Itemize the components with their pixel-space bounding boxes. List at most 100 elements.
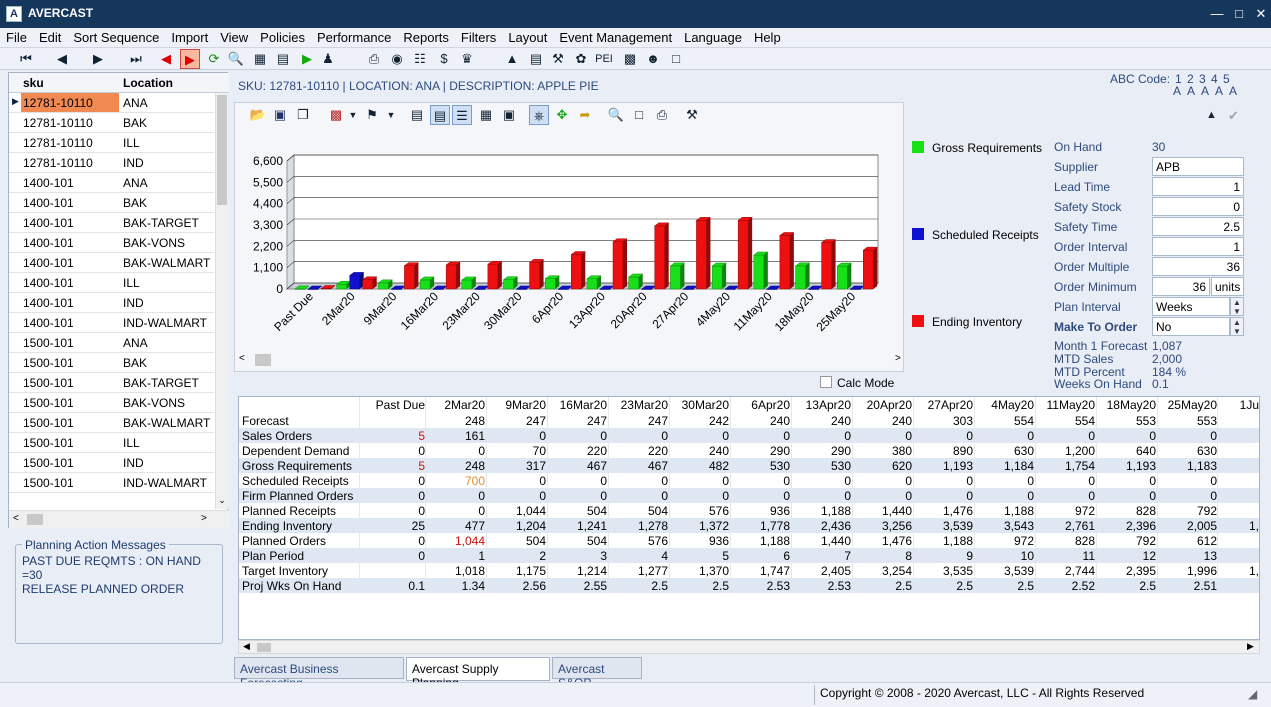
- grid-cell[interactable]: 240: [769, 414, 790, 428]
- menu-file[interactable]: File: [6, 30, 27, 45]
- chevron-down-icon[interactable]: ▼: [386, 110, 396, 120]
- group-icon[interactable]: ♛: [461, 51, 473, 66]
- grid-cell[interactable]: 0: [539, 429, 546, 443]
- grid-cell[interactable]: 3,543: [1003, 519, 1034, 533]
- first-record-icon[interactable]: ⏮: [20, 51, 32, 66]
- grid-cell[interactable]: 0: [661, 429, 668, 443]
- sku-horizontal-scrollbar[interactable]: < >: [9, 510, 229, 528]
- grid-cell[interactable]: 2: [539, 549, 546, 563]
- location-cell[interactable]: BAK-VONS: [123, 236, 186, 250]
- grid-cell[interactable]: 972: [1013, 534, 1034, 548]
- zoom-page-icon[interactable]: □: [635, 107, 643, 122]
- sku-cell[interactable]: 1400-101: [23, 276, 74, 290]
- sku-vertical-scrollbar[interactable]: ⌄: [215, 93, 228, 509]
- location-cell[interactable]: ANA: [123, 336, 148, 350]
- grid-cell[interactable]: 0: [418, 534, 425, 548]
- grid-cell[interactable]: 290: [830, 444, 851, 458]
- hscroll-thumb[interactable]: [27, 514, 43, 525]
- tab-sop[interactable]: Avercast S&OP: [552, 657, 642, 690]
- grid-cell[interactable]: 248: [464, 414, 485, 428]
- grid-cell[interactable]: 972: [1074, 504, 1095, 518]
- grid-column-header[interactable]: 13Apr20: [805, 398, 851, 412]
- sku-cell[interactable]: 1400-101: [23, 296, 74, 310]
- sku-cell[interactable]: 1500-101: [23, 396, 74, 410]
- pei-button[interactable]: PEI: [595, 53, 613, 65]
- location-cell[interactable]: IND: [123, 296, 144, 310]
- resize-grip-icon[interactable]: ◢: [1248, 687, 1258, 701]
- grid-column-header[interactable]: 4May20: [991, 398, 1034, 412]
- grid-cell[interactable]: 1,370: [698, 564, 729, 578]
- grid-cell[interactable]: 0: [844, 474, 851, 488]
- menu-reports[interactable]: Reports: [403, 30, 449, 45]
- sku-cell[interactable]: 1500-101: [23, 356, 74, 370]
- grid-horizontal-scrollbar[interactable]: ◀ ▶: [238, 640, 1260, 654]
- grid-cell[interactable]: 9: [966, 549, 973, 563]
- sku-row[interactable]: 12781-10110 BAK: [9, 113, 214, 133]
- sku-cell[interactable]: 1400-101: [23, 176, 74, 190]
- grid-cell[interactable]: 8: [905, 549, 912, 563]
- grid-cell[interactable]: 0: [600, 489, 607, 503]
- scroll-right-icon[interactable]: >: [201, 513, 207, 524]
- grid-cell[interactable]: 700: [464, 474, 485, 488]
- move-icon[interactable]: ✥: [556, 107, 568, 122]
- lead-time-field[interactable]: [1152, 177, 1244, 196]
- split-icon[interactable]: ▦: [253, 51, 267, 66]
- grid-cell[interactable]: 2,436: [820, 519, 851, 533]
- sku-row[interactable]: ▶ 12781-10110 ANA: [9, 93, 214, 113]
- grid-cell[interactable]: 0: [1149, 474, 1156, 488]
- grid-cell[interactable]: 2,761: [1064, 519, 1095, 533]
- grid-cell[interactable]: 1,476: [942, 504, 973, 518]
- menu-edit[interactable]: Edit: [38, 30, 62, 45]
- menu-filters[interactable]: Filters: [460, 30, 497, 45]
- location-cell[interactable]: BAK-WALMART: [123, 416, 211, 430]
- monitor-icon[interactable]: □: [672, 51, 680, 66]
- grid-cell[interactable]: 530: [769, 459, 790, 473]
- grid-cell[interactable]: 0: [478, 504, 485, 518]
- sku-cell[interactable]: 1400-101: [23, 316, 74, 330]
- grid-cell[interactable]: 0: [905, 474, 912, 488]
- grid-cell[interactable]: 630: [1196, 444, 1217, 458]
- grid-cell[interactable]: 3,539: [1003, 564, 1034, 578]
- collapse-icon[interactable]: ▲: [1206, 109, 1217, 121]
- grid-cell[interactable]: 0.1: [408, 579, 425, 593]
- menu-view[interactable]: View: [220, 30, 249, 45]
- plan-interval-select[interactable]: [1152, 297, 1230, 316]
- grid-cell[interactable]: 0: [539, 489, 546, 503]
- grid-cell[interactable]: 4: [661, 549, 668, 563]
- grid-cell[interactable]: 2,405: [820, 564, 851, 578]
- grid-cell[interactable]: 240: [830, 414, 851, 428]
- grid-cell[interactable]: 482: [708, 459, 729, 473]
- grid-cell[interactable]: 2.56: [522, 579, 546, 593]
- grid-cell[interactable]: 1,188: [1003, 504, 1034, 518]
- location-cell[interactable]: BAK-TARGET: [123, 216, 199, 230]
- location-cell[interactable]: ILL: [123, 136, 140, 150]
- grid-cell[interactable]: 792: [1196, 504, 1217, 518]
- grid-cell[interactable]: 0: [478, 444, 485, 458]
- chart-icon[interactable]: ▩: [623, 51, 637, 66]
- grid-cell[interactable]: 380: [891, 444, 912, 458]
- location-cell[interactable]: BAK: [123, 356, 148, 370]
- sku-row[interactable]: 1400-101 BAK: [9, 193, 214, 213]
- grid-cell[interactable]: 2,395: [1125, 564, 1156, 578]
- grid-cell[interactable]: 0: [1210, 474, 1217, 488]
- location-cell[interactable]: BAK-WALMART: [123, 256, 211, 270]
- menu-policies[interactable]: Policies: [260, 30, 305, 45]
- chart-scroll-right-icon[interactable]: >: [895, 353, 901, 364]
- grid-cell[interactable]: 0: [1027, 474, 1034, 488]
- sku-row[interactable]: 1400-101 BAK-VONS: [9, 233, 214, 253]
- menu-help[interactable]: Help: [753, 30, 781, 45]
- globe-icon[interactable]: ◉: [391, 51, 403, 66]
- grid-cell[interactable]: 0: [1210, 489, 1217, 503]
- grid-cell[interactable]: 0: [418, 444, 425, 458]
- location-cell[interactable]: IND-WALMART: [123, 316, 207, 330]
- grid-column-header[interactable]: 30Mar20: [681, 398, 729, 412]
- order-minimum-unit-field[interactable]: [1211, 277, 1244, 296]
- grid-cell[interactable]: 936: [769, 504, 790, 518]
- sku-cell[interactable]: 1400-101: [23, 216, 74, 230]
- grid-cell[interactable]: 247: [647, 414, 668, 428]
- grid-cell[interactable]: 2.5: [1017, 579, 1034, 593]
- grid-cell[interactable]: 2.5: [712, 579, 729, 593]
- chart-scroll-left-icon[interactable]: <: [239, 353, 245, 364]
- location-cell[interactable]: BAK: [123, 116, 148, 130]
- grid-cell[interactable]: 290: [769, 444, 790, 458]
